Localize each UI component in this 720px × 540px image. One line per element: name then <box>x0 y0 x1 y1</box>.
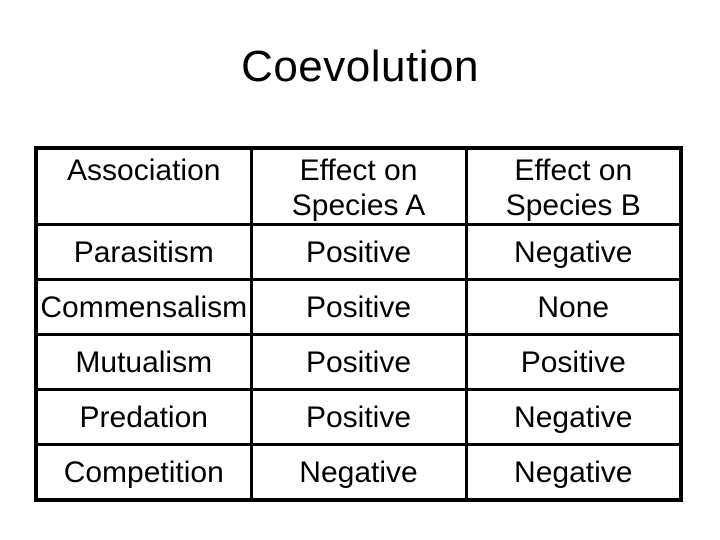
cell-association: Mutualism <box>34 333 253 391</box>
table-row-commensalism: Commensalism Positive None <box>34 278 683 336</box>
table-row-parasitism: Parasitism Positive Negative <box>34 223 683 281</box>
coevolution-table: Association Effect on Species A Effect o… <box>34 146 683 502</box>
header-effect-species-b-line1: Effect on <box>514 154 633 187</box>
header-association: Association <box>34 146 253 226</box>
header-effect-species-a-line2: Species A <box>291 189 426 222</box>
cell-association: Parasitism <box>34 223 253 281</box>
header-effect-species-b: Effect on Species B <box>464 146 683 226</box>
cell-effect-b: Negative <box>464 223 683 281</box>
table-header-row: Association Effect on Species A Effect o… <box>34 146 683 226</box>
cell-effect-b: None <box>464 278 683 336</box>
cell-effect-a: Positive <box>249 223 468 281</box>
header-effect-species-b-line2: Species B <box>505 189 641 222</box>
cell-effect-a: Positive <box>249 388 468 446</box>
cell-effect-b: Negative <box>464 388 683 446</box>
cell-effect-b: Negative <box>464 443 683 502</box>
table-row-predation: Predation Positive Negative <box>34 388 683 446</box>
cell-effect-a: Positive <box>249 278 468 336</box>
cell-association: Competition <box>34 443 253 502</box>
header-effect-species-a: Effect on Species A <box>249 146 468 226</box>
cell-effect-a: Negative <box>249 443 468 502</box>
header-association-line1: Association <box>67 154 221 187</box>
cell-association: Commensalism <box>34 278 253 336</box>
cell-association: Predation <box>34 388 253 446</box>
slide-title: Coevolution <box>241 42 479 91</box>
header-effect-species-a-line1: Effect on <box>299 154 418 187</box>
table-row-competition: Competition Negative Negative <box>34 443 683 502</box>
cell-effect-b: Positive <box>464 333 683 391</box>
table-row-mutualism: Mutualism Positive Positive <box>34 333 683 391</box>
cell-effect-a: Positive <box>249 333 468 391</box>
